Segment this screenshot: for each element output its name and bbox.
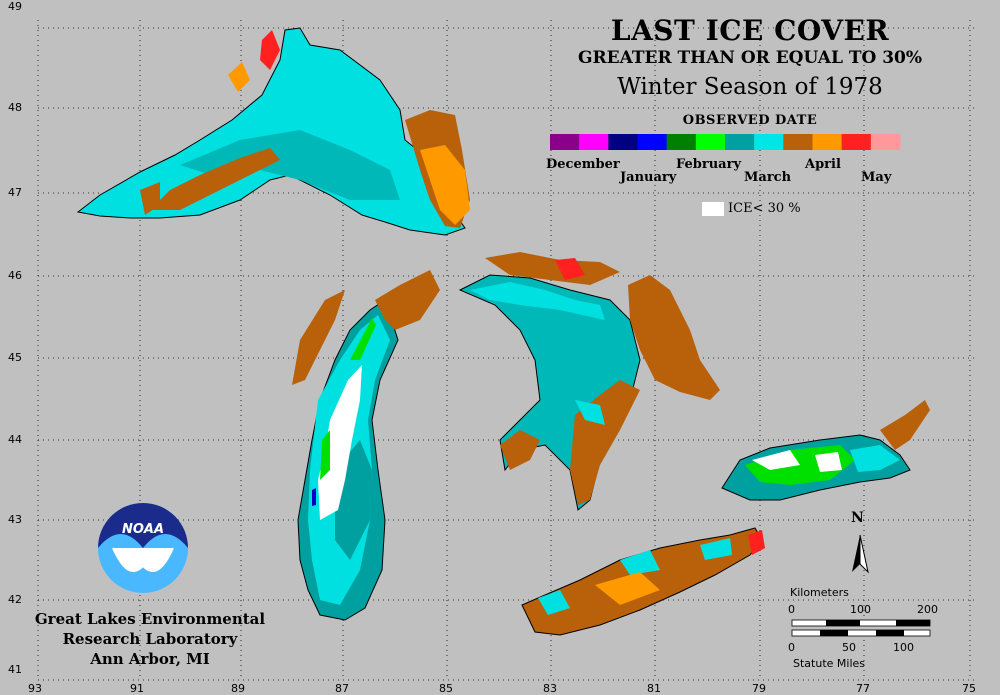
credit-line-3: Ann Arbor, MI [90,650,210,668]
lon-label: 77 [856,682,870,695]
legend-swatch [754,134,784,150]
lat-label: 47 [8,186,22,199]
legend-swatch [550,134,580,150]
lake-erie [521,527,765,636]
legend-swatch [666,134,697,150]
lon-label: 85 [439,682,453,695]
noaa-logo [98,503,188,593]
lat-label: 41 [8,663,22,676]
lat-label: 42 [8,593,22,606]
scale-km-tick: 100 [850,603,871,616]
legend-swatch [783,134,813,150]
legend-month-april: April [805,157,841,172]
lon-label: 79 [752,682,766,695]
legend-swatch [841,134,872,150]
scale-mi-tick: 0 [788,641,795,654]
scale-km-title: Kilometers [790,586,849,599]
scale-km-tick: 200 [917,603,938,616]
map-title: LAST ICE COVER [610,14,890,47]
lat-label: 44 [8,433,22,446]
ice-less-label: ICE< 30 % [728,201,801,216]
lon-label: 93 [28,682,42,695]
lon-label: 81 [647,682,661,695]
lat-label: 46 [8,269,22,282]
credit-line-1: Great Lakes Environmental [34,610,266,628]
legend-heading: OBSERVED DATE [682,113,818,128]
legend-month-february: February [676,157,742,172]
legend-color-bar [550,134,901,150]
scale-mi-title: Statute Miles [793,657,865,670]
scale-km-tick: 0 [788,603,795,616]
season-title: Winter Season of 1978 [617,74,883,100]
noaa-logo-text: NOAA [121,522,165,537]
lon-label: 89 [231,682,245,695]
lat-label: 48 [8,101,22,114]
lon-label: 91 [130,682,144,695]
north-label: N [851,510,864,526]
legend-month-december: December [546,157,620,172]
scale-mi-tick: 50 [842,641,856,654]
lake-ontario [721,400,930,501]
legend-month-march: March [744,170,792,185]
legend-swatch [637,134,668,150]
lon-label: 87 [335,682,349,695]
legend-swatch [695,134,726,150]
lon-label: 75 [962,682,976,695]
legend-month-january: January [620,170,677,185]
lat-label: 43 [8,513,22,526]
legend-swatch [812,134,843,150]
legend-swatch [870,134,901,150]
legend-swatch [608,134,638,150]
scale-bar [791,619,931,637]
lon-label: 83 [543,682,557,695]
lake-huron [458,252,720,511]
ice-less-swatch [702,202,724,216]
lat-label: 49 [8,0,22,13]
map-subtitle: GREATER THAN OR EQUAL TO 30% [577,48,923,68]
legend-swatch [725,134,755,150]
scale-mi-tick: 100 [893,641,914,654]
legend-swatch [579,134,609,150]
lat-label: 45 [8,351,22,364]
lake-superior [76,27,470,236]
credit-line-2: Research Laboratory [62,630,238,648]
north-arrow-icon [852,534,869,574]
legend-month-may: May [861,170,892,185]
lake-michigan [292,270,440,621]
